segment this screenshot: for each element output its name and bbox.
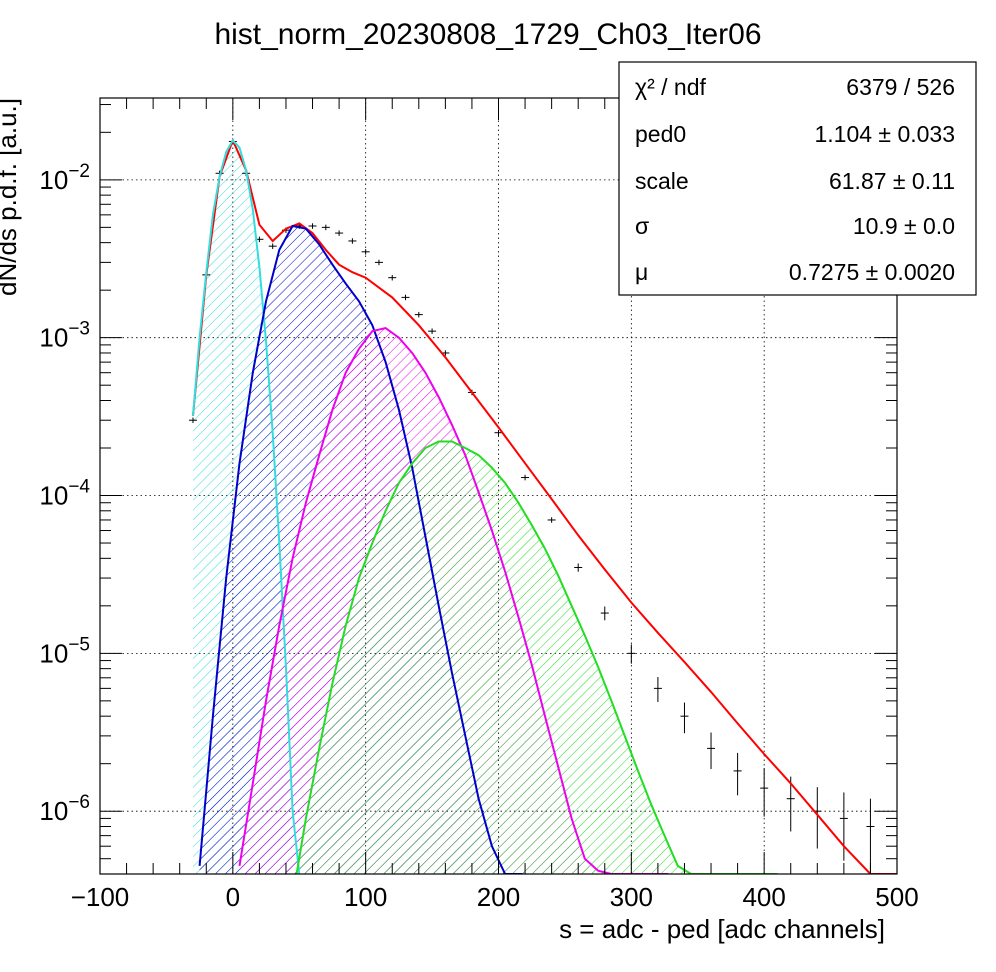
stat-value-scale: 61.87 ± 0.11: [829, 168, 955, 194]
y-axis-label: dN/ds p.d.f. [a.u.]: [0, 98, 22, 296]
x-tick-label: 0: [226, 882, 240, 912]
stat-value-ped0: 1.104 ± 0.033: [814, 121, 955, 147]
histogram-point: [388, 274, 397, 281]
y-tick-label: 10−2: [39, 161, 90, 195]
stat-value-sigma: 10.9 ± 0.0: [853, 213, 955, 239]
stats-box: χ² / ndf 6379 / 526 ped0 1.104 ± 0.033 s…: [618, 61, 977, 296]
histogram-point: [268, 243, 277, 249]
histogram-point: [494, 430, 503, 436]
histogram-point: [707, 732, 716, 770]
x-tick-label: 500: [875, 882, 918, 912]
stat-value-chi2: 6379 / 526: [846, 74, 955, 100]
histogram-point: [839, 792, 848, 861]
histogram-point: [866, 798, 875, 874]
histogram-point: [760, 768, 769, 817]
histogram-point: [348, 238, 357, 244]
stat-value-mu: 0.7275 ± 0.0020: [789, 259, 955, 285]
stat-label-sigma: σ: [635, 213, 649, 239]
total-fit-curve: [192, 137, 897, 874]
chart-title: hist_norm_20230808_1729_Ch03_Iter06: [214, 18, 761, 51]
component-3-fill: [296, 441, 778, 874]
histogram-point: [188, 417, 197, 424]
histogram-point: [733, 752, 742, 796]
component-0-curve: [192, 138, 301, 874]
histogram-point: [401, 294, 410, 301]
y-tick-label: 10−5: [39, 634, 90, 668]
x-tick-label: 100: [344, 882, 387, 912]
histogram-point: [680, 702, 689, 734]
fit-curves: [192, 137, 897, 874]
stat-label-scale: scale: [635, 168, 689, 194]
y-tick-label: 10−6: [39, 792, 90, 826]
histogram-point: [321, 224, 330, 231]
x-axis-label: s = adc - ped [adc channels]: [559, 914, 885, 944]
component-3-curve: [295, 440, 778, 874]
component-hatch-fills: [193, 140, 778, 874]
histogram-point: [414, 311, 423, 318]
histogram-point: [521, 474, 530, 481]
x-tick-label: −100: [71, 882, 130, 912]
histogram-point: [653, 677, 662, 702]
stat-label-chi2: χ² / ndf: [635, 74, 706, 100]
histogram-point: [627, 644, 636, 664]
histogram-point: [335, 230, 344, 236]
x-tick-label: 200: [477, 882, 520, 912]
data-histogram: [188, 138, 875, 874]
stat-label-mu: μ: [635, 259, 648, 285]
histogram-point: [428, 328, 437, 334]
histogram-point: [361, 249, 370, 255]
histogram-point: [574, 563, 583, 572]
x-tick-label: 400: [742, 882, 785, 912]
x-tick-label: 300: [610, 882, 653, 912]
y-tick-label: 10−3: [39, 319, 90, 353]
component-1-curve: [198, 224, 523, 874]
histogram-point: [786, 776, 795, 832]
histogram-point: [308, 223, 317, 229]
stat-label-ped0: ped0: [635, 121, 686, 147]
x-tick-labels: −100 0 100 200 300 400 500: [71, 882, 919, 912]
histogram-point: [547, 517, 556, 523]
histogram-point: [600, 606, 609, 621]
y-tick-labels: 10−2 10−3 10−4 10−5 10−6: [39, 161, 90, 826]
histogram-point: [374, 259, 383, 266]
y-tick-label: 10−4: [39, 477, 90, 511]
